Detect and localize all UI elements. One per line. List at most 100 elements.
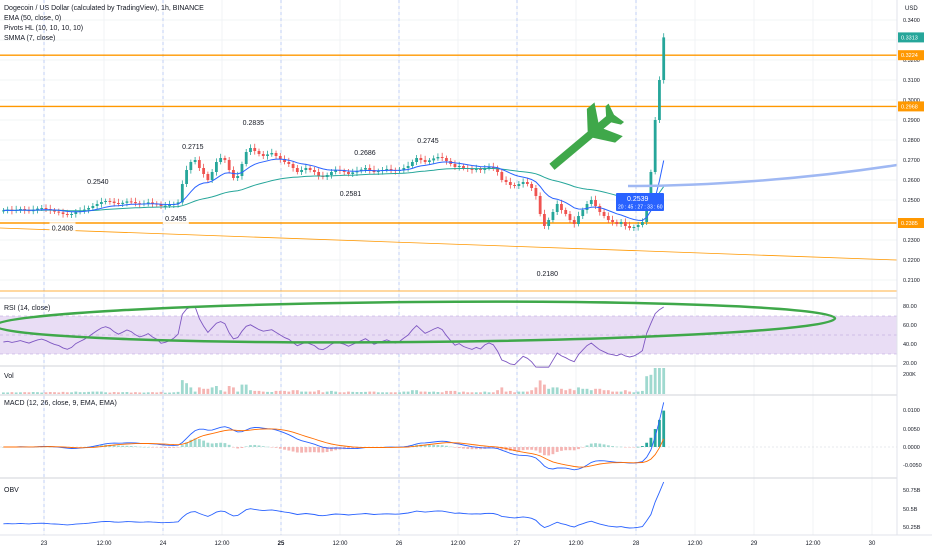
volume-bar <box>453 390 457 394</box>
rsi-pane[interactable] <box>0 298 897 368</box>
macd-hist-bar <box>521 447 525 451</box>
volume-bar <box>189 387 193 394</box>
candle-body <box>95 204 99 206</box>
price-tick: 0.3400 <box>903 18 920 24</box>
candle-body <box>347 172 350 174</box>
macd-hist-bar <box>500 447 504 450</box>
candle-body <box>121 202 125 204</box>
macd-hist-bar <box>572 447 576 451</box>
price-tag: 0.2968 <box>901 104 918 110</box>
volume-bar <box>57 392 61 394</box>
macd-hist-bar <box>300 447 303 453</box>
volume-bar <box>615 391 619 394</box>
macd-hist-bar <box>134 446 137 447</box>
price-tick: 0.2900 <box>903 118 920 124</box>
macd-hist-bar <box>283 447 286 450</box>
candle-body <box>134 202 137 204</box>
study-pivots: Pivots HL (10, 10, 10, 10) <box>4 25 83 32</box>
pane-tick: 50.25B <box>903 525 921 531</box>
price-axis[interactable]: USD 0.34000.33000.32000.31000.30000.2900… <box>896 0 932 535</box>
horizontal-levels[interactable] <box>0 54 897 224</box>
candle-body <box>108 201 112 202</box>
candle-body <box>577 216 580 224</box>
candle-body <box>653 120 657 172</box>
volume-bar <box>393 392 397 394</box>
volume-bar <box>270 392 274 394</box>
volume-bar <box>525 391 529 394</box>
ellipse-annotation[interactable] <box>0 298 837 345</box>
macd-hist-bar <box>525 447 529 450</box>
volume-bar <box>491 392 495 394</box>
time-tick: 12:00 <box>214 541 230 547</box>
pivot-label-bg <box>351 146 378 158</box>
volume-bar <box>410 390 414 394</box>
macd-hist-bar <box>466 447 470 449</box>
volume-bar <box>462 391 465 394</box>
candle-body <box>36 208 39 210</box>
volume-bar <box>628 391 632 394</box>
candle-body <box>508 182 512 185</box>
macd-hist-bar <box>602 444 606 447</box>
macd-hist-bar <box>334 447 338 451</box>
candle-body <box>261 154 265 156</box>
volume-bar <box>36 392 39 394</box>
macd-hist-bar <box>202 440 206 447</box>
candle-body <box>632 227 636 228</box>
candle-body <box>611 220 614 222</box>
volume-bar <box>308 391 312 394</box>
volume-bar <box>87 391 90 394</box>
pivot-label: 0.2835 <box>243 120 265 127</box>
candle-body <box>223 158 227 160</box>
pivot-label: 0.2686 <box>354 150 376 157</box>
volume-bar <box>125 392 129 394</box>
volume-bar <box>351 391 355 394</box>
macd-hist-bar <box>99 445 103 447</box>
candle-body <box>453 164 457 167</box>
volume-bar <box>564 390 568 394</box>
volume-bar <box>257 390 261 394</box>
trendline-descending[interactable] <box>0 227 898 261</box>
pivot-label: 0.2540 <box>87 179 109 186</box>
macd-hist-bar <box>560 447 563 451</box>
price-tick: 0.2300 <box>903 238 920 244</box>
macd-hist-bar <box>227 444 231 447</box>
volume-bar <box>168 392 171 394</box>
price-tag-bg <box>898 101 924 112</box>
candle-body <box>594 200 597 206</box>
time-tick: 29 <box>751 541 758 547</box>
cursor-price: 0.2539 <box>627 196 649 203</box>
candle-body <box>65 214 69 215</box>
volume-bar <box>419 391 423 394</box>
volume-bar <box>389 392 393 394</box>
macd-hist-bar <box>628 447 632 448</box>
volume-bar <box>159 391 163 394</box>
macd-hist-bar <box>577 447 580 450</box>
macd-hist-bar <box>538 447 542 453</box>
candle-body <box>555 204 559 212</box>
price-pane[interactable]: 0.2540 0.2408 0.2715 0.2455 0.2835 0.2686 0.25… <box>0 33 898 292</box>
volume-bar <box>151 392 154 394</box>
volume-bar <box>572 390 576 394</box>
airplane-icon[interactable] <box>538 96 631 184</box>
volume-bar <box>261 391 265 394</box>
candle-body <box>117 203 120 204</box>
volume-bar <box>496 390 499 394</box>
candle-body <box>236 176 240 178</box>
candle-body <box>359 169 363 171</box>
volume-bar <box>423 391 427 394</box>
candle-body <box>423 160 427 162</box>
projection-curve[interactable] <box>627 163 898 188</box>
volume-bar <box>283 390 286 394</box>
price-tag: 0.3224 <box>901 53 918 59</box>
volume-bar <box>457 392 461 394</box>
macd-hist-bar <box>436 444 440 447</box>
volume-bar <box>61 391 65 394</box>
time-axis[interactable]: 23 12:00 24 12:00 25 12:00 26 12:00 27 12:00 28 12:… <box>0 534 932 550</box>
candle-body <box>538 196 542 214</box>
candle-body <box>585 204 589 210</box>
pane-tick: 40.00 <box>903 342 917 348</box>
macd-hist-bar <box>168 447 171 448</box>
volume-bar <box>91 391 95 394</box>
